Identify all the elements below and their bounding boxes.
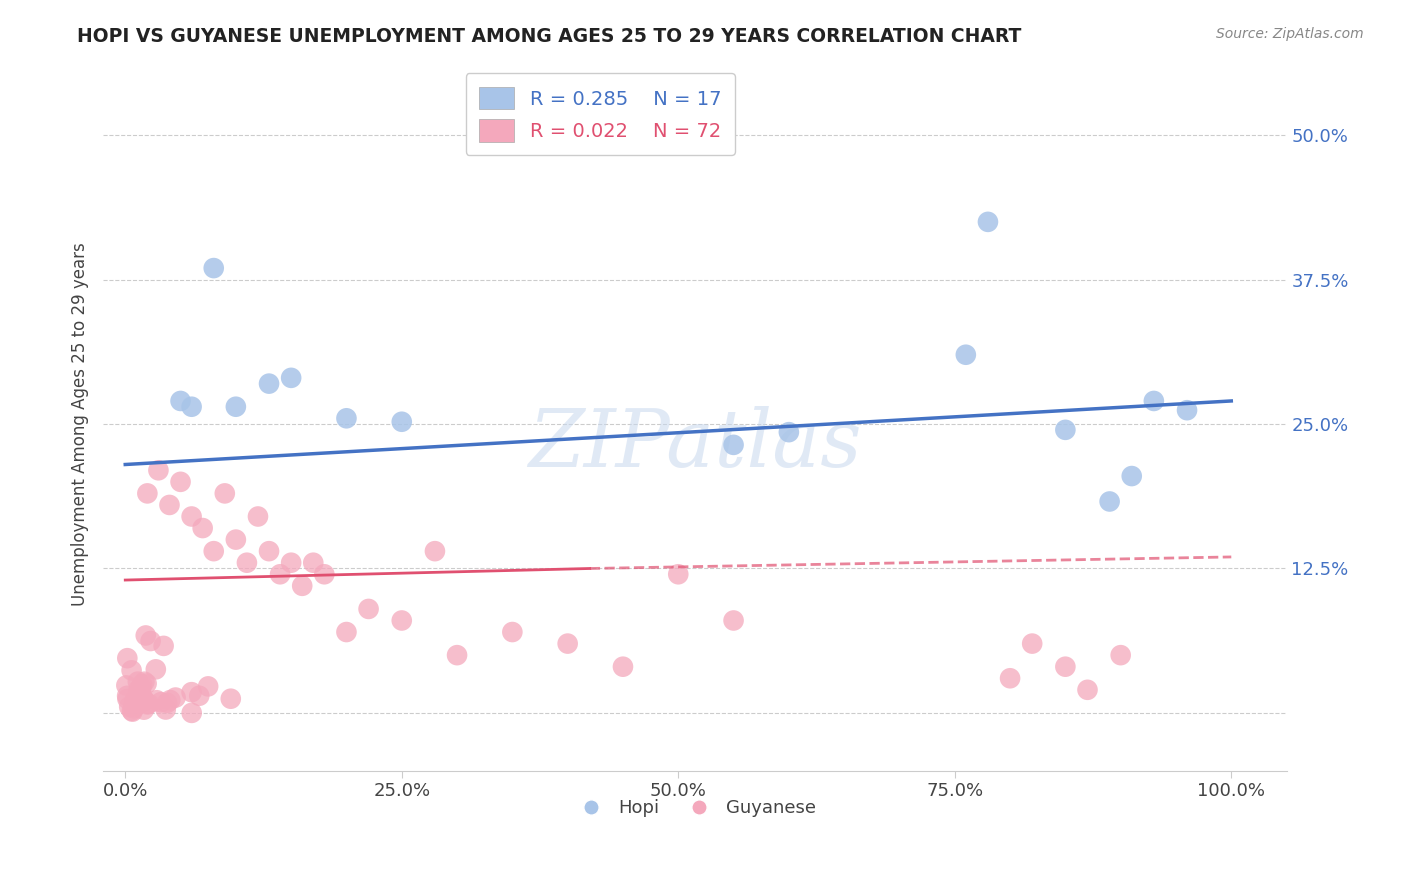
Point [391,614,413,628]
Y-axis label: Unemployment Among Ages 25 to 29 years: Unemployment Among Ages 25 to 29 years [72,243,89,606]
Point [977,215,1000,229]
Point [557,637,579,651]
Point [135,676,157,690]
Point [136,486,159,500]
Point [122,701,145,715]
Point [214,486,236,500]
Point [115,678,138,692]
Point [118,699,141,714]
Point [124,696,146,710]
Point [236,556,259,570]
Point [124,693,146,707]
Point [314,567,336,582]
Point [152,639,174,653]
Point [778,425,800,439]
Point [127,674,149,689]
Point [335,411,357,425]
Point [149,695,172,709]
Point [1143,394,1166,409]
Point [1054,659,1077,673]
Text: ZIPatlas: ZIPatlas [529,406,862,483]
Point [131,677,153,691]
Point [202,544,225,558]
Point [723,614,745,628]
Point [446,648,468,662]
Point [1175,403,1198,417]
Point [723,438,745,452]
Point [998,671,1021,685]
Point [128,682,150,697]
Point [127,698,149,712]
Point [145,693,167,707]
Point [159,693,181,707]
Text: HOPI VS GUYANESE UNEMPLOYMENT AMONG AGES 25 TO 29 YEARS CORRELATION CHART: HOPI VS GUYANESE UNEMPLOYMENT AMONG AGES… [77,27,1022,45]
Point [1021,637,1043,651]
Point [219,691,242,706]
Point [1076,682,1098,697]
Point [188,689,211,703]
Point [136,698,159,712]
Point [121,705,143,719]
Point [156,696,179,710]
Point [139,634,162,648]
Point [225,400,247,414]
Point [666,567,689,582]
Point [225,533,247,547]
Point [302,556,325,570]
Point [121,664,143,678]
Point [131,691,153,706]
Point [180,509,202,524]
Legend: Hopi, Guyanese: Hopi, Guyanese [567,791,824,824]
Point [1109,648,1132,662]
Point [246,509,269,524]
Point [1054,423,1077,437]
Point [291,579,314,593]
Point [129,681,152,695]
Point [165,690,187,705]
Point [191,521,214,535]
Point [202,261,225,276]
Point [955,348,977,362]
Point [1098,494,1121,508]
Point [155,702,177,716]
Point [169,475,191,489]
Point [132,703,155,717]
Point [121,704,143,718]
Point [117,651,139,665]
Point [423,544,446,558]
Point [145,662,167,676]
Point [122,698,145,712]
Point [132,691,155,706]
Point [357,602,380,616]
Point [257,376,280,391]
Point [135,628,157,642]
Point [115,689,138,703]
Point [134,674,156,689]
Point [335,625,357,640]
Point [391,415,413,429]
Point [180,685,202,699]
Point [280,371,302,385]
Point [134,693,156,707]
Point [159,498,181,512]
Text: Source: ZipAtlas.com: Source: ZipAtlas.com [1216,27,1364,41]
Point [257,544,280,558]
Point [1121,469,1143,483]
Point [169,394,191,409]
Point [180,400,202,414]
Point [269,567,291,582]
Point [612,659,634,673]
Point [197,679,219,693]
Point [180,706,202,720]
Point [280,556,302,570]
Point [138,697,160,711]
Point [117,692,139,706]
Point [148,463,170,477]
Point [501,625,523,640]
